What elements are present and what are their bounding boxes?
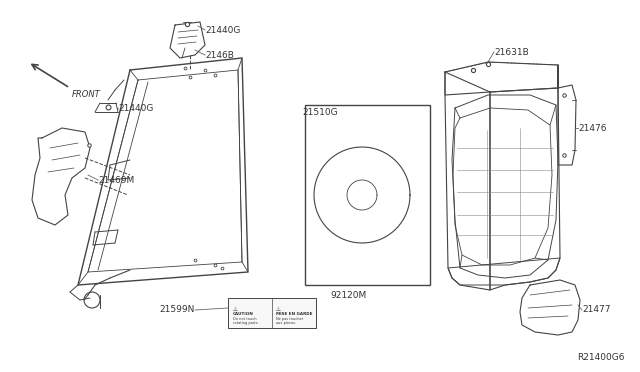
Text: 21469M: 21469M	[98, 176, 134, 185]
Text: ⚠: ⚠	[276, 307, 281, 312]
Text: 21440G: 21440G	[118, 103, 154, 112]
Text: Do not touch: Do not touch	[233, 317, 257, 321]
Text: 21476: 21476	[578, 124, 607, 132]
Bar	[305, 105, 430, 285]
Text: 2146B: 2146B	[205, 51, 234, 60]
Text: CAUTION: CAUTION	[233, 312, 254, 316]
Text: FRONT: FRONT	[72, 90, 100, 99]
Text: Ne pas toucher: Ne pas toucher	[276, 317, 303, 321]
Text: 21477: 21477	[582, 305, 611, 314]
Text: 21631B: 21631B	[494, 48, 529, 57]
Text: ⚠: ⚠	[233, 307, 238, 312]
Text: 21599N: 21599N	[159, 305, 195, 314]
Text: R21400G6: R21400G6	[577, 353, 625, 362]
Bar	[228, 298, 316, 328]
Text: aux pieces.: aux pieces.	[276, 321, 296, 325]
Text: MISE EN GARDE: MISE EN GARDE	[276, 312, 312, 316]
Text: 92120M: 92120M	[330, 291, 366, 299]
Text: 21440G: 21440G	[205, 26, 241, 35]
Text: rotating parts.: rotating parts.	[233, 321, 259, 325]
Text: 21510G: 21510G	[302, 108, 338, 116]
